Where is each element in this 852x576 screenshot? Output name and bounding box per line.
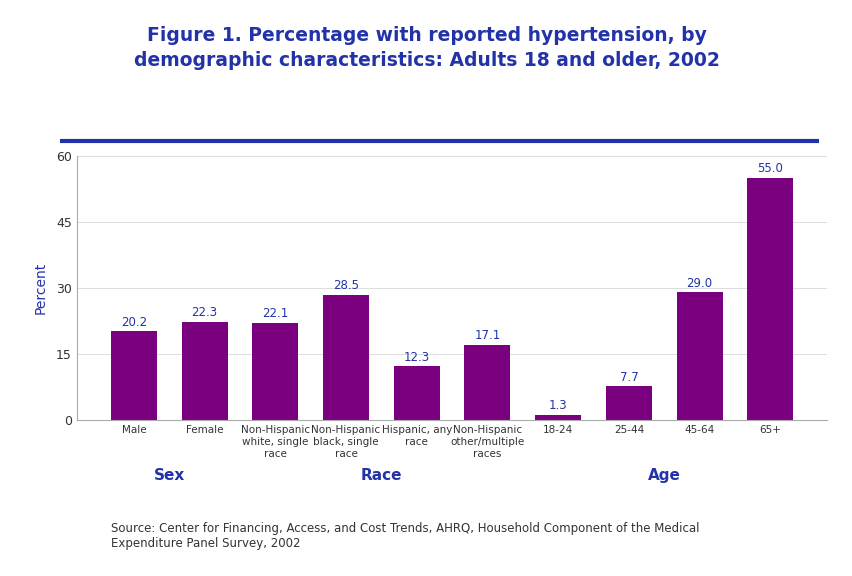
Text: Source: Center for Financing, Access, and Cost Trends, AHRQ, Household Component: Source: Center for Financing, Access, an… [111, 522, 699, 550]
Text: 12.3: 12.3 [403, 351, 429, 363]
Bar [111, 331, 157, 420]
Text: 7.7: 7.7 [619, 371, 637, 384]
Bar [181, 322, 227, 420]
Text: Age: Age [647, 468, 680, 483]
Text: 20.2: 20.2 [121, 316, 147, 329]
Bar [394, 366, 439, 420]
Bar [323, 294, 369, 420]
Text: 22.1: 22.1 [262, 307, 288, 320]
Bar [746, 177, 792, 420]
Bar [252, 323, 298, 420]
Bar [464, 345, 509, 420]
Text: Figure 1. Percentage with reported hypertension, by
demographic characteristics:: Figure 1. Percentage with reported hyper… [134, 26, 718, 70]
Text: 29.0: 29.0 [686, 276, 711, 290]
Y-axis label: Percent: Percent [34, 262, 48, 314]
Text: 17.1: 17.1 [474, 329, 500, 342]
Text: 22.3: 22.3 [192, 306, 217, 319]
Bar [605, 386, 651, 420]
Text: 28.5: 28.5 [332, 279, 359, 292]
Text: 1.3: 1.3 [548, 399, 567, 412]
Text: Sex: Sex [153, 468, 185, 483]
Bar [534, 415, 580, 420]
Bar [676, 293, 722, 420]
Text: Race: Race [360, 468, 401, 483]
Text: 55.0: 55.0 [757, 162, 782, 175]
